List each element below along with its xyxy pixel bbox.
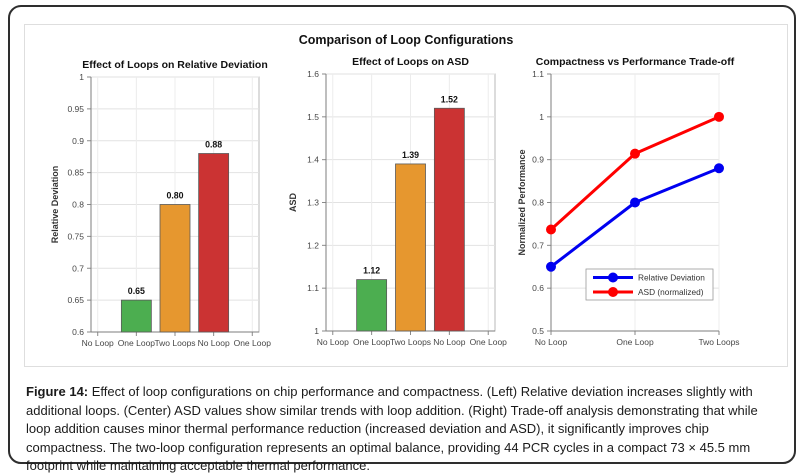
bar-two-loops xyxy=(198,153,230,333)
caption-label: Figure 14: xyxy=(26,384,89,399)
bar-value-label: 0.65 xyxy=(128,286,145,296)
x-tick-label: Two Loops xyxy=(390,337,431,347)
y-tick-label: 1.4 xyxy=(307,155,319,165)
y-tick-label: 0.95 xyxy=(67,104,84,114)
y-tick-label: 0.8 xyxy=(72,200,84,210)
x-tick-label: No Loop xyxy=(198,338,230,348)
y-tick-label: 1.2 xyxy=(307,240,319,250)
legend-marker xyxy=(608,272,618,283)
chart-title: Effect of Loops on ASD xyxy=(352,56,469,68)
chart-relative-deviation: 0.6 0.65 0.7 0.75 0.8 0.85 0.9 0.95 1 No Loop One … xyxy=(25,25,275,366)
y-axis-title: Normalized Performance xyxy=(517,149,527,255)
x-tick-label: One Loop xyxy=(616,337,654,347)
bar-no-loop xyxy=(120,299,152,333)
figure-title: Comparison of Loop Configurations xyxy=(298,33,514,47)
bar-value-label: 0.80 xyxy=(166,191,183,201)
chart-asd: 1 1.1 1.2 1.3 1.4 1.5 1.6 No Loop One Loop Two Lo… xyxy=(275,25,515,366)
data-point-marker xyxy=(714,111,724,122)
y-tick-label: 1 xyxy=(314,326,319,336)
y-tick-label: 1.3 xyxy=(307,198,319,208)
x-tick-label: No Loop xyxy=(433,337,465,347)
y-tick-label: 0.85 xyxy=(67,168,84,178)
chart-tradeoff: 0.5 0.6 0.7 0.8 0.9 1 1.1 No Loop One Loop Two Lo… xyxy=(515,25,787,366)
data-point-marker xyxy=(630,148,640,159)
x-tick-label: One Loop xyxy=(470,337,508,347)
y-tick-label: 1.1 xyxy=(532,69,544,79)
x-tick-label: No Loop xyxy=(535,337,567,347)
y-tick-label: 0.75 xyxy=(67,231,84,241)
bar-value-label: 1.52 xyxy=(441,94,458,104)
data-point-marker xyxy=(630,197,640,208)
figure-card: Comparison of Loop Configurations 0.6 0.6… xyxy=(8,5,796,473)
data-point-marker xyxy=(546,261,556,272)
y-tick-label: 0.7 xyxy=(72,263,84,273)
x-tick-label: No Loop xyxy=(317,337,349,347)
chart-canvas: 11.11.21.31.41.51.6No Loop One Loop Two Lo… xyxy=(288,56,508,347)
y-tick-label: 0.65 xyxy=(67,295,84,305)
x-tick-label: One Loop xyxy=(234,338,272,348)
y-axis-title: ASD xyxy=(288,193,298,213)
data-point-marker xyxy=(714,163,724,174)
figure-panel: Comparison of Loop Configurations 0.6 0.6… xyxy=(24,24,788,367)
data-point-marker xyxy=(546,224,556,235)
bar-one-loop xyxy=(395,163,426,332)
y-tick-label: 1.1 xyxy=(307,283,319,293)
bar-value-label: 1.12 xyxy=(363,266,380,276)
x-tick-label: Two Loops xyxy=(154,338,195,348)
y-tick-label: 1.6 xyxy=(307,69,319,79)
chart-title: Compactness vs Performance Trade-off xyxy=(536,56,735,68)
x-tick-label: No Loop xyxy=(82,338,114,348)
y-tick-label: 0.6 xyxy=(72,327,84,337)
legend-label: Relative Deviation xyxy=(638,273,705,283)
bar-one-loop xyxy=(159,204,191,333)
caption-text: Effect of loop configurations on chip pe… xyxy=(26,384,758,473)
legend-marker xyxy=(608,287,618,297)
y-tick-label: 0.6 xyxy=(532,283,544,293)
y-tick-label: 0.9 xyxy=(532,155,544,165)
figure-caption: Figure 14: Effect of loop configurations… xyxy=(26,383,780,476)
x-tick-label: One Loop xyxy=(118,338,156,348)
bar-value-label: 0.88 xyxy=(205,140,222,150)
y-tick-label: 1.5 xyxy=(307,112,319,122)
y-tick-label: 0.7 xyxy=(532,240,544,250)
y-tick-label: 0.8 xyxy=(532,198,544,208)
chart-canvas: 0.6 0.65 0.7 0.75 0.8 0.85 0.9 0.95 1 No Loop One … xyxy=(50,59,272,348)
y-tick-label: 0.5 xyxy=(532,326,544,336)
y-tick-label: 1 xyxy=(539,112,544,122)
bar-two-loops xyxy=(433,107,465,332)
x-tick-label: One Loop xyxy=(353,337,391,347)
bar-value-label: 1.39 xyxy=(402,150,419,160)
x-tick-label: Two Loops xyxy=(698,337,739,347)
y-tick-label: 1 xyxy=(79,72,84,82)
legend-box xyxy=(585,268,714,301)
bar-no-loop xyxy=(356,279,388,332)
chart-title: Effect of Loops on Relative Deviation xyxy=(82,59,268,71)
y-axis-title: Relative Deviation xyxy=(50,166,60,244)
chart-canvas: 0.5 0.6 0.7 0.8 0.9 1 1.1 No Loop One Loop Two Lo… xyxy=(517,56,740,347)
y-tick-label: 0.9 xyxy=(72,136,84,146)
legend-label: ASD (normalized) xyxy=(638,287,704,297)
